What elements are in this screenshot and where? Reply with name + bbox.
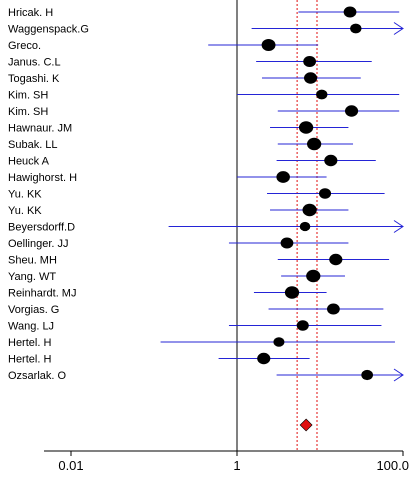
pooled-ci-band-group <box>296 0 318 451</box>
study-label: Kim. SH <box>8 106 48 118</box>
study-row: Togashi. K <box>8 72 361 85</box>
x-axis: 0.01 1 100.0 <box>44 450 409 473</box>
study-label: Yu. KK <box>8 205 42 217</box>
study-point <box>316 89 328 100</box>
study-point <box>350 23 362 34</box>
study-point <box>284 286 300 299</box>
study-row: Subak. LL <box>8 137 354 151</box>
study-row: Vorgias. G <box>8 303 384 316</box>
study-label: Waggenspack.G <box>8 24 89 36</box>
pooled-estimate-group <box>299 418 313 432</box>
study-row: Kim. SH <box>8 89 400 102</box>
study-row: Heuck A <box>8 154 376 168</box>
pooled-estimate-diamond <box>299 418 313 432</box>
study-row: Waggenspack.G <box>8 22 404 36</box>
study-row: Wang. LJ <box>8 320 382 333</box>
study-point <box>329 253 343 266</box>
study-point <box>304 72 318 84</box>
x-tick-label: 100.0 <box>376 458 409 473</box>
study-point <box>276 171 290 183</box>
study-label: Oellinger. JJ <box>8 238 69 250</box>
study-label: Yang. WT <box>8 271 56 283</box>
study-label: Greco. <box>8 40 41 52</box>
study-label: Subak. LL <box>8 139 58 151</box>
study-point <box>344 105 359 117</box>
study-point <box>302 203 317 217</box>
study-label: Hricak. H <box>8 7 53 19</box>
study-point <box>280 237 294 249</box>
study-row: Hawighorst. H <box>8 171 327 184</box>
study-point <box>261 38 276 52</box>
study-point <box>361 369 374 381</box>
study-label: Hertel. H <box>8 337 51 349</box>
study-label: Janus. C.L <box>8 57 61 69</box>
study-point <box>296 320 309 331</box>
truncation-arrow-icon <box>393 368 404 382</box>
study-row: Kim. SH <box>8 105 400 118</box>
study-label: Heuck A <box>8 156 50 168</box>
study-label: Sheu. MH <box>8 255 57 267</box>
study-row: Yu. KK <box>8 188 385 201</box>
study-row: Reinhardt. MJ <box>8 286 327 300</box>
study-label: Hawnaur. JM <box>8 123 72 135</box>
study-label: Beyersdorff.D <box>8 222 75 234</box>
study-point <box>324 154 338 167</box>
truncation-arrow-icon <box>393 220 404 233</box>
x-tick-label: 0.01 <box>58 458 83 473</box>
truncation-arrow-icon <box>393 22 404 35</box>
study-point <box>307 137 322 151</box>
study-row: Beyersdorff.D <box>8 220 404 234</box>
x-tick-label: 1 <box>233 458 240 473</box>
study-row: Yu. KK <box>8 203 349 217</box>
study-point <box>273 337 285 347</box>
study-point <box>299 221 311 232</box>
study-point <box>298 121 314 134</box>
study-label: Togashi. K <box>8 73 60 85</box>
study-row: Hricak. H <box>8 6 400 19</box>
study-row: Hertel. H <box>8 337 395 349</box>
study-label: Yu. KK <box>8 189 42 201</box>
study-row: Oellinger. JJ <box>8 237 349 250</box>
study-row: Greco. <box>8 38 319 52</box>
study-row: Ozsarlak. O <box>8 368 404 382</box>
study-label: Kim. SH <box>8 90 48 102</box>
study-label: Reinhardt. MJ <box>8 288 76 300</box>
study-row: Yang. WT <box>8 269 345 283</box>
study-label: Hawighorst. H <box>8 172 77 184</box>
study-point <box>303 55 317 68</box>
study-label: Wang. LJ <box>8 321 54 333</box>
study-point <box>257 352 271 365</box>
study-row: Janus. C.L <box>8 55 372 69</box>
study-label: Hertel. H <box>8 354 51 366</box>
study-label: Ozsarlak. O <box>8 370 67 382</box>
study-row: Hertel. H <box>8 352 310 366</box>
study-point <box>343 6 357 18</box>
study-rows: Hricak. H Waggenspack.G Greco. Janus. C.L To… <box>8 6 404 382</box>
study-label: Vorgias. G <box>8 304 59 316</box>
study-row: Hawnaur. JM <box>8 121 349 135</box>
study-point <box>326 303 340 315</box>
study-point <box>319 188 332 199</box>
study-point <box>306 269 321 283</box>
study-row: Sheu. MH <box>8 253 390 267</box>
